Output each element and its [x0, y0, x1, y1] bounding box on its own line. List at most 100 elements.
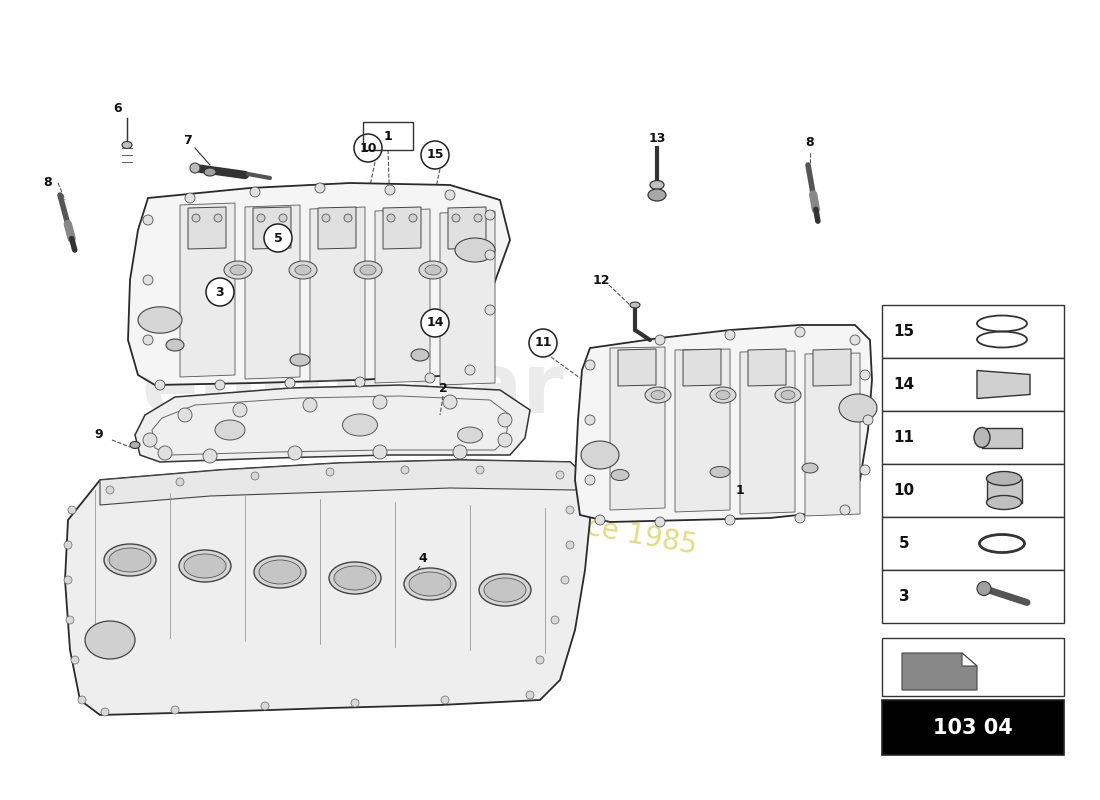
- Ellipse shape: [342, 414, 377, 436]
- Circle shape: [654, 335, 666, 345]
- Text: 5: 5: [274, 231, 283, 245]
- Polygon shape: [740, 351, 795, 514]
- Ellipse shape: [581, 441, 619, 469]
- Circle shape: [176, 478, 184, 486]
- Circle shape: [402, 466, 409, 474]
- Circle shape: [143, 433, 157, 447]
- Circle shape: [425, 373, 435, 383]
- Circle shape: [261, 702, 270, 710]
- Bar: [882, 517, 1064, 570]
- Ellipse shape: [354, 261, 382, 279]
- Polygon shape: [188, 207, 226, 249]
- Text: 14: 14: [427, 317, 443, 330]
- Text: a passion for parts since 1985: a passion for parts since 1985: [280, 460, 700, 560]
- Ellipse shape: [122, 142, 132, 149]
- Circle shape: [860, 465, 870, 475]
- Circle shape: [840, 505, 850, 515]
- Polygon shape: [618, 349, 656, 386]
- Text: 3: 3: [216, 286, 224, 298]
- Circle shape: [264, 224, 292, 252]
- Ellipse shape: [254, 556, 306, 588]
- Text: 1: 1: [384, 130, 393, 142]
- Text: 8: 8: [805, 137, 814, 150]
- Ellipse shape: [974, 427, 990, 447]
- Text: 15: 15: [893, 324, 914, 339]
- Ellipse shape: [839, 394, 877, 422]
- Text: 2: 2: [439, 382, 448, 394]
- Text: 11: 11: [893, 430, 914, 445]
- Ellipse shape: [109, 548, 151, 572]
- Text: 13: 13: [648, 131, 666, 145]
- Circle shape: [795, 513, 805, 523]
- Ellipse shape: [425, 265, 441, 275]
- Circle shape: [795, 327, 805, 337]
- Text: 103 04: 103 04: [933, 718, 1013, 738]
- Polygon shape: [180, 203, 235, 377]
- Polygon shape: [318, 207, 356, 249]
- Circle shape: [373, 445, 387, 459]
- Ellipse shape: [166, 339, 184, 351]
- Text: 7: 7: [184, 134, 192, 146]
- Text: 11: 11: [535, 337, 552, 350]
- Polygon shape: [135, 385, 530, 462]
- Ellipse shape: [230, 265, 246, 275]
- Circle shape: [66, 616, 74, 624]
- Circle shape: [206, 278, 234, 306]
- Ellipse shape: [419, 261, 447, 279]
- Polygon shape: [253, 207, 292, 249]
- Text: 12: 12: [592, 274, 609, 286]
- Ellipse shape: [329, 562, 381, 594]
- Circle shape: [452, 214, 460, 222]
- Circle shape: [443, 395, 456, 409]
- Circle shape: [315, 183, 324, 193]
- Circle shape: [725, 330, 735, 340]
- Ellipse shape: [258, 560, 301, 584]
- Circle shape: [170, 706, 179, 714]
- Polygon shape: [902, 653, 977, 690]
- Ellipse shape: [458, 427, 483, 443]
- Circle shape: [654, 517, 666, 527]
- Circle shape: [351, 699, 359, 707]
- Circle shape: [498, 433, 512, 447]
- Circle shape: [566, 541, 574, 549]
- Bar: [882, 305, 1064, 358]
- Ellipse shape: [184, 554, 226, 578]
- Ellipse shape: [802, 463, 818, 473]
- Ellipse shape: [214, 420, 245, 440]
- Circle shape: [64, 576, 72, 584]
- Circle shape: [285, 378, 295, 388]
- Circle shape: [143, 215, 153, 225]
- Circle shape: [860, 370, 870, 380]
- Circle shape: [474, 214, 482, 222]
- Circle shape: [387, 214, 395, 222]
- Text: 9: 9: [95, 429, 103, 442]
- Polygon shape: [448, 207, 486, 249]
- Circle shape: [214, 214, 222, 222]
- Ellipse shape: [204, 168, 216, 176]
- Circle shape: [485, 210, 495, 220]
- Text: 14: 14: [893, 377, 914, 392]
- Bar: [982, 427, 1022, 447]
- Bar: [882, 358, 1064, 411]
- Circle shape: [288, 446, 302, 460]
- Bar: [363, 122, 412, 150]
- Circle shape: [585, 360, 595, 370]
- Ellipse shape: [455, 238, 495, 262]
- Circle shape: [251, 472, 258, 480]
- Circle shape: [190, 163, 200, 173]
- Ellipse shape: [710, 387, 736, 403]
- Text: 10: 10: [360, 142, 376, 154]
- Bar: [882, 700, 1064, 755]
- Circle shape: [465, 365, 475, 375]
- Ellipse shape: [776, 387, 801, 403]
- Circle shape: [326, 468, 334, 476]
- Polygon shape: [152, 396, 510, 455]
- Circle shape: [204, 449, 217, 463]
- Circle shape: [355, 377, 365, 387]
- Text: 6: 6: [113, 102, 122, 114]
- Ellipse shape: [224, 261, 252, 279]
- Circle shape: [556, 471, 564, 479]
- Polygon shape: [575, 325, 872, 522]
- Circle shape: [302, 398, 317, 412]
- Ellipse shape: [987, 495, 1022, 510]
